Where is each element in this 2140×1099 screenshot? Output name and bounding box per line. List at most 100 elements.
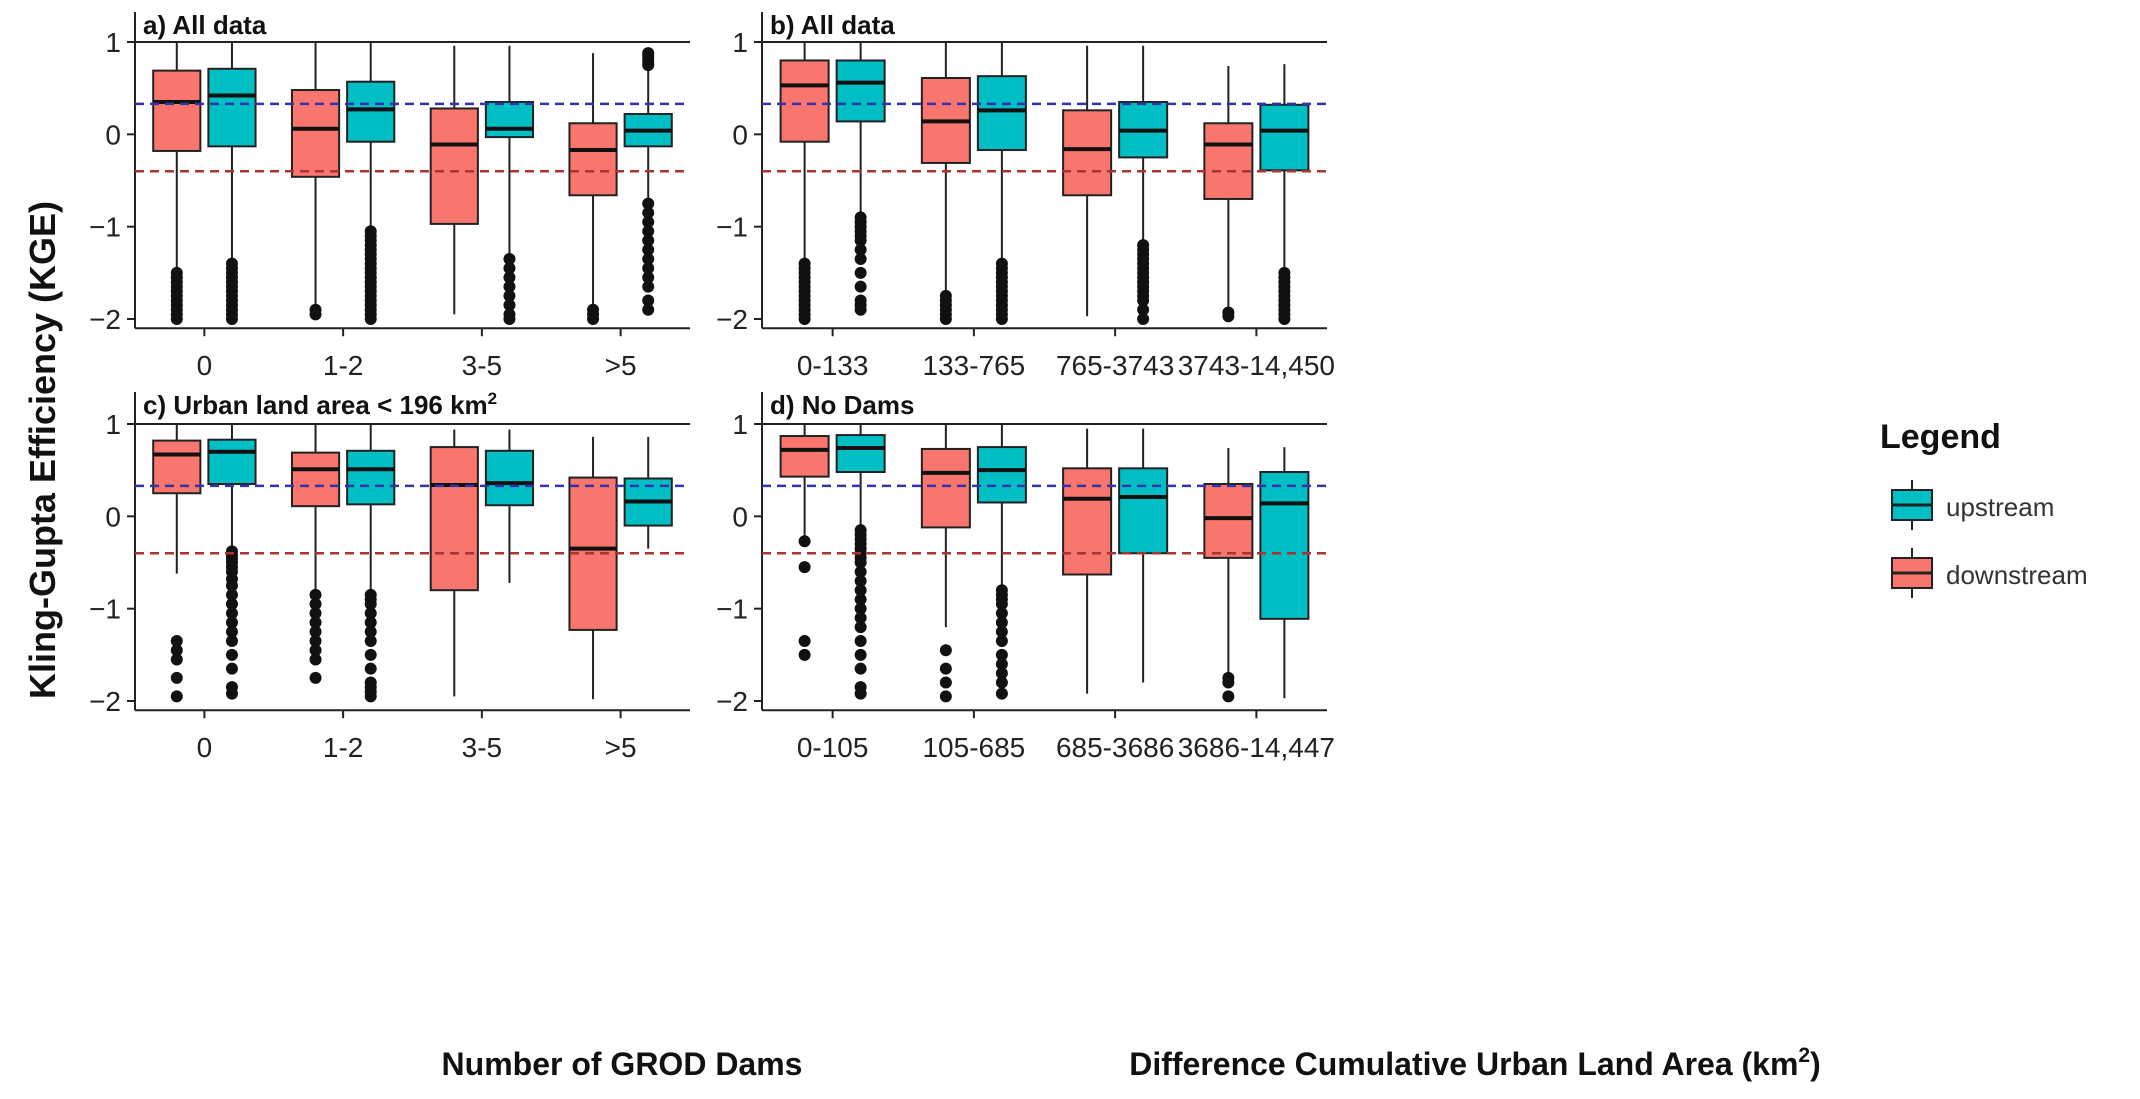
outlier-upstream — [854, 556, 867, 569]
outlier-upstream — [642, 243, 655, 256]
box-downstream — [568, 122, 618, 197]
outlier-upstream — [225, 579, 238, 592]
box-upstream — [484, 101, 535, 139]
outlier-upstream — [225, 588, 238, 601]
box-downstream — [429, 446, 479, 592]
panel-d: 1 0 −1 −2 d) No Dams 0-105 105-685 685-3686 3686… — [716, 390, 1335, 763]
box-upstream — [207, 67, 257, 148]
outlier-upstream — [364, 648, 377, 661]
outlier-upstream — [995, 658, 1008, 671]
outlier-downstream — [939, 313, 952, 325]
legend-title: Legend — [1880, 418, 2001, 456]
panel-title: d) No Dams — [770, 390, 914, 420]
x-tick-label: 3743-14,450 — [1178, 350, 1335, 381]
outlier-downstream — [587, 313, 600, 325]
outlier-downstream — [170, 653, 183, 666]
box-upstream — [346, 80, 396, 143]
outlier-upstream — [854, 648, 867, 661]
box-downstream — [152, 69, 202, 152]
outlier-upstream — [854, 687, 867, 700]
x-tick-label: 0-133 — [797, 350, 869, 381]
outlier-upstream — [854, 634, 867, 647]
outlier-upstream — [225, 616, 238, 629]
y-tick-label: −2 — [89, 686, 121, 717]
y-tick-label: −1 — [716, 212, 748, 243]
outlier-upstream — [225, 625, 238, 638]
outlier-downstream — [1222, 676, 1235, 689]
outlier-upstream — [995, 676, 1008, 689]
outlier-upstream — [854, 611, 867, 624]
outlier-downstream — [309, 616, 322, 629]
outlier-upstream — [995, 687, 1008, 700]
x-tick-label: 0 — [197, 350, 213, 381]
box-upstream — [207, 438, 257, 486]
x-tick-label: 1-2 — [323, 732, 363, 763]
box-upstream — [976, 446, 1027, 504]
outlier-upstream — [854, 234, 867, 247]
y-tick-label: 0 — [105, 501, 121, 532]
x-tick-label: 3-5 — [462, 350, 502, 381]
outlier-downstream — [170, 671, 183, 684]
outlier-upstream — [642, 280, 655, 293]
x-axis-label-right: Difference Cumulative Urban Land Area (k… — [1129, 1044, 1821, 1082]
outlier-downstream — [798, 561, 811, 574]
panel-title: b) All data — [770, 10, 895, 40]
outlier-upstream — [1278, 313, 1291, 325]
outlier-upstream — [995, 634, 1008, 647]
outlier-upstream — [854, 574, 867, 587]
outlier-downstream — [309, 308, 322, 321]
outlier-upstream — [642, 234, 655, 247]
outlier-upstream — [364, 616, 377, 629]
box-downstream — [152, 439, 202, 495]
box-downstream — [779, 59, 830, 143]
outlier-downstream — [309, 588, 322, 601]
outlier-upstream — [364, 313, 377, 325]
box-upstream — [346, 449, 396, 506]
outlier-upstream — [995, 607, 1008, 620]
box-upstream — [835, 434, 886, 474]
x-tick-label: >5 — [605, 732, 637, 763]
outlier-upstream — [854, 593, 867, 606]
box-upstream — [976, 75, 1027, 152]
outlier-upstream — [503, 313, 516, 325]
y-tick-label: 0 — [105, 119, 121, 150]
box-downstream — [920, 447, 971, 529]
y-tick-label: −2 — [89, 304, 121, 335]
outlier-upstream — [995, 616, 1008, 629]
outlier-upstream — [854, 602, 867, 615]
x-tick-label: 765-3743 — [1056, 350, 1174, 381]
outlier-upstream — [225, 607, 238, 620]
x-tick-label: 685-3686 — [1056, 732, 1174, 763]
outlier-upstream — [995, 313, 1008, 325]
outlier-upstream — [854, 621, 867, 634]
y-tick-label: −1 — [89, 594, 121, 625]
outlier-downstream — [309, 671, 322, 684]
y-tick-label: 1 — [105, 409, 121, 440]
outlier-upstream — [642, 216, 655, 229]
y-tick-label: −2 — [716, 686, 748, 717]
outlier-upstream — [995, 648, 1008, 661]
outlier-upstream — [642, 294, 655, 307]
outlier-upstream — [503, 252, 516, 265]
outlier-downstream — [798, 634, 811, 647]
outlier-upstream — [225, 313, 238, 325]
y-axis-label: Kling-Gupta Efficiency (KGE) — [22, 201, 63, 699]
outlier-downstream — [798, 535, 811, 548]
outlier-upstream — [503, 271, 516, 284]
outlier-upstream — [854, 243, 867, 256]
outlier-upstream — [225, 662, 238, 675]
x-tick-label: 3-5 — [462, 732, 502, 763]
x-tick-label: 3686-14,447 — [1178, 732, 1335, 763]
outlier-downstream — [309, 598, 322, 611]
outlier-downstream — [309, 634, 322, 647]
outlier-upstream — [854, 280, 867, 293]
x-tick-label: 105-685 — [922, 732, 1025, 763]
outlier-downstream — [1222, 690, 1235, 703]
outlier-upstream — [503, 299, 516, 312]
box-upstream — [484, 449, 535, 507]
outlier-upstream — [642, 197, 655, 210]
panel-title: a) All data — [143, 10, 267, 40]
y-tick-label: −1 — [89, 212, 121, 243]
outlier-upstream — [854, 662, 867, 675]
